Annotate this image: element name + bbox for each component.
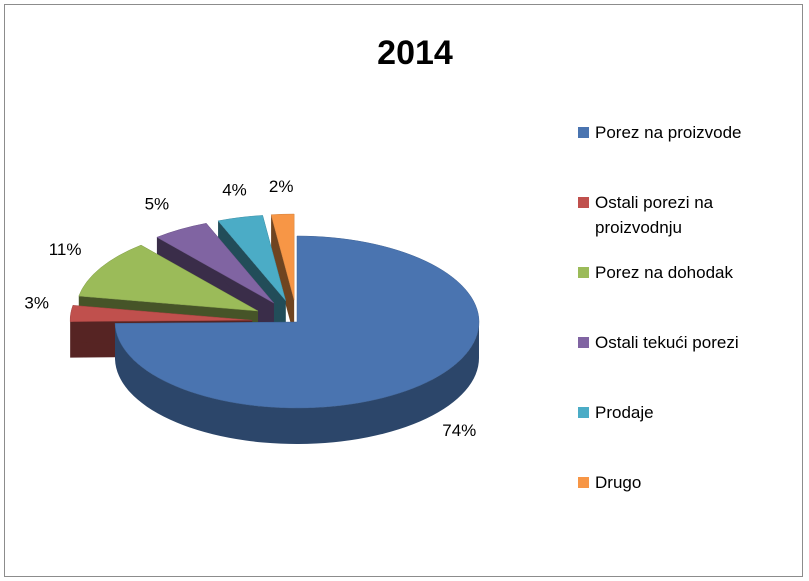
legend-label: Drugo [595, 473, 642, 492]
legend-entry: Porez na dohodak [578, 260, 803, 330]
legend-swatch [578, 337, 589, 348]
chart-title: 2014 [377, 34, 453, 72]
data-label: 3% [24, 293, 49, 312]
legend-label: Ostali porezi na proizvodnju [595, 193, 714, 237]
legend-swatch [578, 127, 589, 138]
legend-swatch [578, 407, 589, 418]
pie-slice-wall [271, 214, 295, 337]
legend-swatch [578, 477, 589, 488]
pie-slice-top [69, 305, 253, 322]
data-label: 2% [269, 177, 294, 196]
pie-slice-top [114, 235, 480, 409]
data-label: 5% [145, 195, 170, 214]
legend-entry: Prodaje [578, 400, 803, 470]
legend: Porez na proizvode Ostali porezi na proiz… [578, 120, 803, 540]
legend-swatch [578, 267, 589, 278]
pie-slice-top [78, 244, 259, 312]
legend-entry: Drugo [578, 470, 803, 540]
data-label: 4% [222, 181, 247, 200]
legend-label: Prodaje [595, 403, 654, 422]
data-label: 74% [442, 421, 476, 440]
pie-slice [270, 213, 295, 337]
pie-slice-top [270, 213, 295, 301]
pie-slice-side [115, 322, 479, 445]
pie-slice [114, 235, 480, 445]
legend-swatch [578, 197, 589, 208]
legend-label: Porez na proizvode [595, 123, 742, 142]
data-label: 11% [49, 240, 82, 259]
legend-entry: Porez na proizvode [578, 120, 803, 190]
chart-frame [4, 4, 803, 577]
pie-slice-top [156, 223, 275, 304]
pie-slice-top [217, 215, 286, 301]
legend-entry: Ostali tekući porezi [578, 330, 803, 400]
legend-entry: Ostali porezi na proizvodnju [578, 190, 803, 260]
legend-label: Porez na dohodak [595, 263, 733, 282]
legend-label: Ostali tekući porezi [595, 333, 739, 352]
